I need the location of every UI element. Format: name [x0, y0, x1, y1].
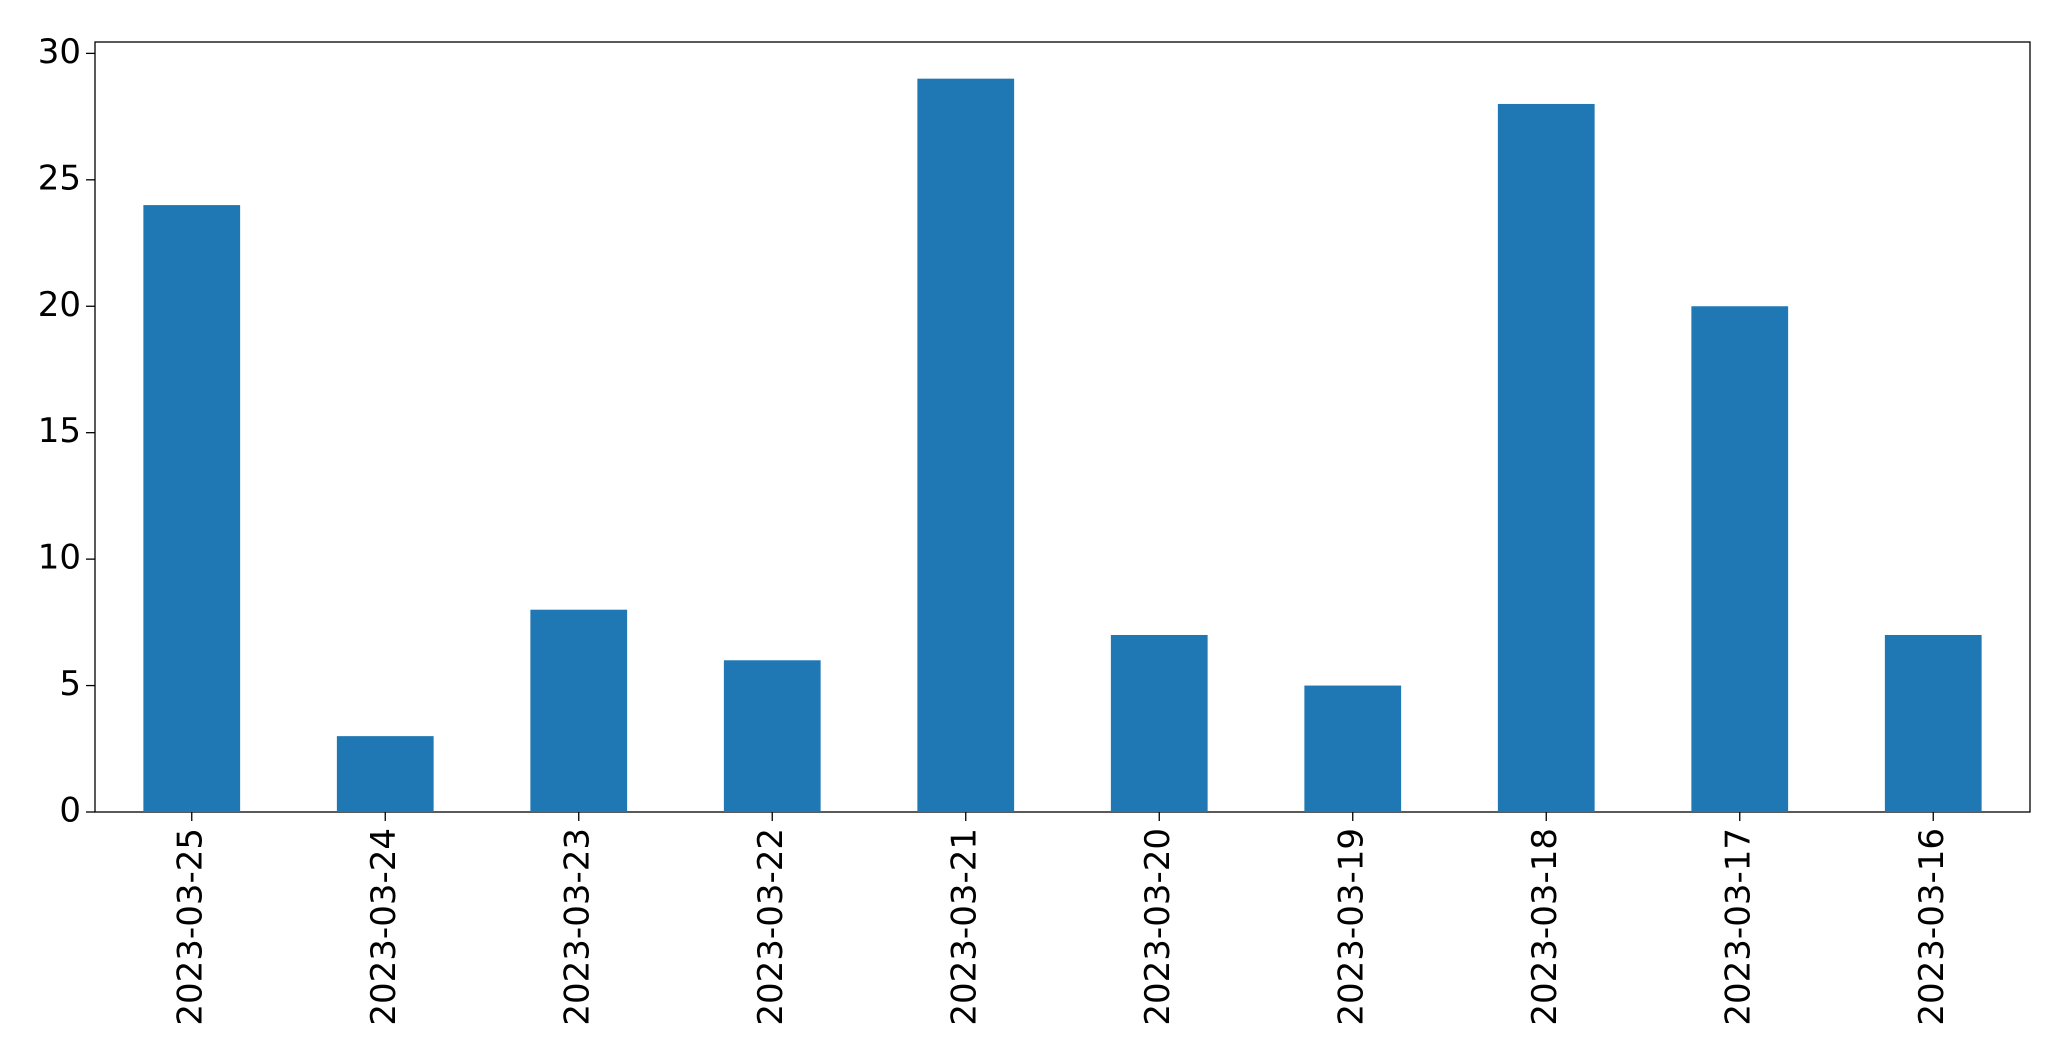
- bar: [1110, 634, 1208, 812]
- x-tick-label: 2023-03-22: [751, 828, 791, 1026]
- x-tick-label: 2023-03-19: [1331, 828, 1371, 1026]
- x-tick-label: 2023-03-23: [557, 828, 597, 1026]
- x-tick-label: 2023-03-25: [170, 828, 210, 1026]
- bar: [1884, 634, 1982, 812]
- bar: [723, 660, 821, 812]
- y-tick-label: 15: [38, 411, 81, 451]
- bar: [336, 736, 434, 812]
- bar: [530, 609, 628, 812]
- y-tick-label: 25: [38, 158, 81, 198]
- bar: [1497, 103, 1595, 812]
- y-tick-label: 30: [38, 32, 81, 72]
- x-tick-label: 2023-03-18: [1525, 828, 1565, 1026]
- x-tick-label: 2023-03-24: [364, 828, 404, 1026]
- y-tick-label: 0: [59, 791, 81, 831]
- bar: [143, 205, 241, 812]
- x-tick-label: 2023-03-17: [1718, 828, 1758, 1026]
- x-tick-label: 2023-03-20: [1138, 828, 1178, 1026]
- y-tick-label: 5: [59, 664, 81, 704]
- y-tick-label: 10: [38, 538, 81, 578]
- y-tick-label: 20: [38, 285, 81, 325]
- x-tick-label: 2023-03-21: [944, 828, 984, 1026]
- plot-frame: [94, 41, 2031, 813]
- x-tick-label: 2023-03-16: [1912, 828, 1952, 1026]
- bar: [1304, 685, 1402, 812]
- bar: [917, 78, 1015, 812]
- bar: [1691, 306, 1789, 812]
